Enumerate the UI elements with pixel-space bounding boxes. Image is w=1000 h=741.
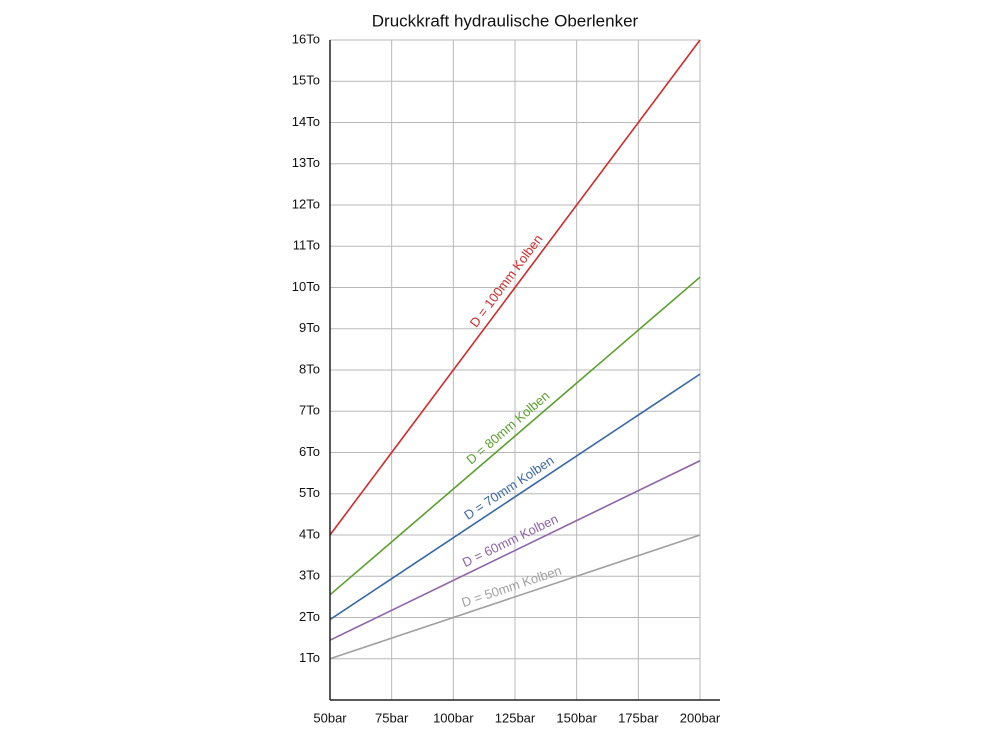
y-tick-label: 11To bbox=[293, 238, 320, 253]
y-tick-label: 8To bbox=[299, 361, 320, 376]
y-tick-label: 2To bbox=[299, 609, 320, 624]
x-tick-label: 125bar bbox=[495, 710, 536, 725]
y-tick-label: 7To bbox=[299, 403, 320, 418]
y-tick-label: 10To bbox=[292, 279, 320, 294]
y-tick-label: 5To bbox=[299, 485, 320, 500]
y-tick-label: 9To bbox=[299, 320, 320, 335]
y-tick-label: 12To bbox=[292, 196, 320, 211]
chart-title: Druckkraft hydraulische Oberlenker bbox=[372, 11, 639, 30]
y-tick-label: 6To bbox=[299, 444, 320, 459]
y-tick-label: 15To bbox=[292, 73, 320, 88]
y-tick-label: 13To bbox=[292, 155, 320, 170]
x-tick-label: 75bar bbox=[375, 710, 409, 725]
x-tick-label: 175bar bbox=[618, 710, 659, 725]
series-line bbox=[329, 460, 701, 641]
y-tick-label: 3To bbox=[299, 568, 320, 583]
x-tick-label: 150bar bbox=[556, 710, 597, 725]
series-line bbox=[329, 373, 701, 621]
x-tick-label: 50bar bbox=[313, 710, 347, 725]
x-tick-label: 100bar bbox=[433, 710, 474, 725]
y-tick-label: 4To bbox=[299, 526, 320, 541]
y-tick-label: 16To bbox=[292, 31, 320, 46]
series-line bbox=[329, 534, 701, 660]
series-label: D = 80mm Kolben bbox=[463, 388, 552, 467]
series-line bbox=[329, 39, 701, 536]
series-label: D = 60mm Kolben bbox=[460, 511, 561, 570]
series-line bbox=[329, 276, 701, 596]
y-tick-label: 1To bbox=[299, 650, 320, 665]
y-tick-label: 14To bbox=[292, 114, 320, 129]
x-tick-label: 200bar bbox=[680, 710, 721, 725]
